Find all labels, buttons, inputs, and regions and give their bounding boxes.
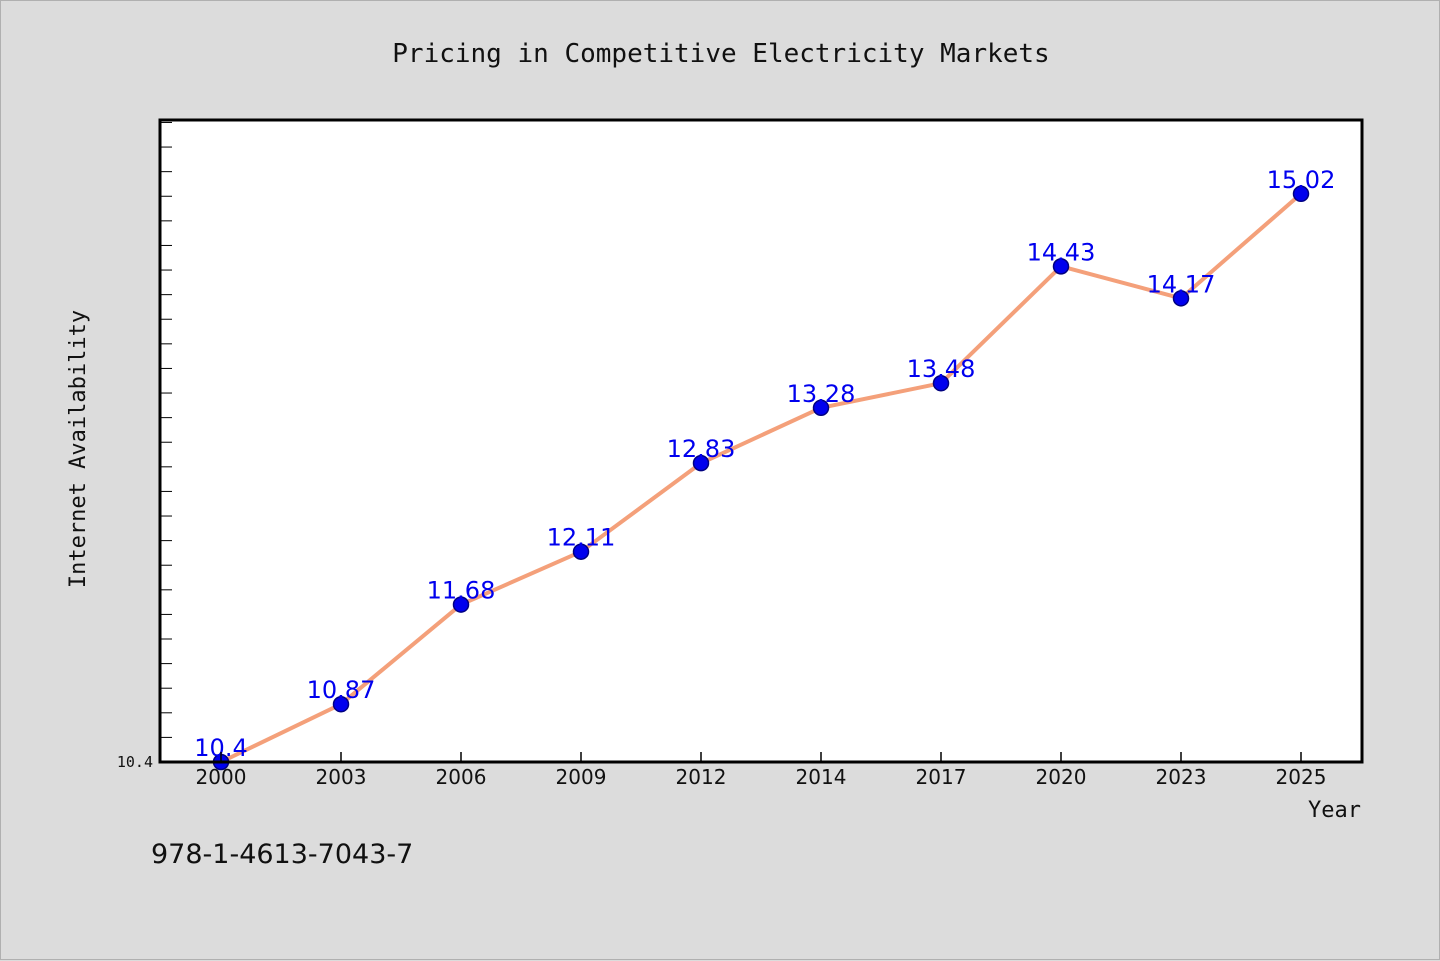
data-label: 14.17 (1147, 270, 1216, 298)
footer-isbn: 978-1-4613-7043-7 (151, 839, 413, 870)
x-axis-ticks: 2000 2003 2006 2009 2012 2014 2017 2020 2023 2025 (196, 752, 1327, 789)
x-tick-label: 2006 (436, 765, 487, 789)
data-point (932, 374, 950, 392)
x-tick-label: 2025 (1276, 765, 1327, 789)
data-label: 10.87 (307, 676, 376, 704)
data-label: 12.11 (547, 524, 616, 552)
series-line (220, 192, 1303, 764)
x-axis-label: Year (1308, 798, 1361, 823)
x-tick-label: 2023 (1156, 765, 1207, 789)
y-axis-label: Internet Availability (66, 310, 91, 588)
data-label: 12.83 (667, 435, 736, 463)
data-label: 15.02 (1267, 166, 1336, 194)
x-tick-label: 2000 (196, 765, 247, 789)
data-label: 13.28 (787, 380, 856, 408)
y-minor-ticks (160, 121, 172, 738)
chart-title: Pricing in Competitive Electricity Marke… (392, 39, 1049, 69)
data-label: 11.68 (427, 577, 496, 605)
data-point (812, 399, 830, 417)
data-label: 14.43 (1027, 238, 1096, 266)
data-point (1052, 258, 1070, 275)
x-tick-label: 2003 (316, 765, 367, 789)
x-tick-label: 2014 (796, 765, 847, 789)
data-point (452, 596, 470, 613)
data-point (332, 695, 350, 713)
x-tick-label: 2017 (916, 765, 967, 789)
data-point (1292, 185, 1310, 203)
data-label: 13.48 (907, 355, 976, 383)
plot-frame (158, 118, 1364, 764)
series-group: 10.410.8711.6812.1112.8313.2813.4814.431… (194, 166, 1336, 771)
x-tick-label: 2020 (1036, 765, 1087, 789)
data-point (692, 454, 710, 472)
x-tick-label: 2009 (556, 765, 607, 789)
data-point (572, 543, 590, 560)
x-tick-label: 2012 (676, 765, 727, 789)
plot-area (160, 120, 1362, 762)
data-point (1172, 290, 1190, 307)
y-tick-label: 10.4 (117, 753, 153, 771)
